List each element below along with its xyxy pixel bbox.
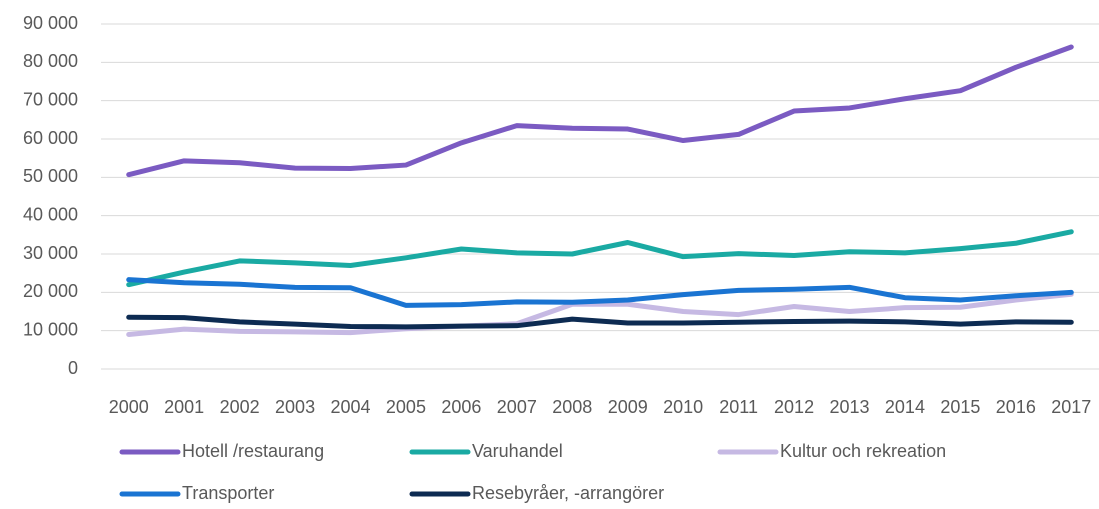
y-tick-label: 60 000 — [23, 128, 78, 148]
legend-label: Kultur och rekreation — [780, 441, 946, 461]
x-tick-label: 2005 — [386, 397, 426, 417]
series-line — [126, 44, 1074, 178]
x-tick-label: 2008 — [552, 397, 592, 417]
x-tick-label: 2011 — [719, 397, 758, 417]
y-tick-label: 80 000 — [23, 51, 78, 71]
x-tick-label: 2003 — [275, 397, 315, 417]
legend-label: Resebyråer, -arrangörer — [472, 483, 664, 503]
y-tick-label: 70 000 — [23, 89, 78, 109]
x-tick-label: 2014 — [885, 397, 925, 417]
x-tick-label: 2015 — [940, 397, 980, 417]
y-tick-label: 40 000 — [23, 204, 78, 224]
x-tick-label: 2009 — [608, 397, 648, 417]
legend-label: Transporter — [182, 483, 274, 503]
x-tick-label: 2010 — [663, 397, 703, 417]
y-tick-label: 90 000 — [23, 13, 78, 33]
legend-label: Hotell /restaurang — [182, 441, 324, 461]
x-tick-label: 2001 — [164, 397, 204, 417]
series-line — [126, 314, 1074, 330]
x-tick-label: 2016 — [996, 397, 1036, 417]
y-tick-label: 50 000 — [23, 166, 78, 186]
x-tick-label: 2012 — [774, 397, 814, 417]
series-line — [126, 291, 1074, 337]
x-tick-label: 2000 — [109, 397, 149, 417]
x-tick-label: 2013 — [829, 397, 869, 417]
x-tick-label: 2002 — [220, 397, 260, 417]
x-tick-label: 2007 — [497, 397, 537, 417]
legend-label: Varuhandel — [472, 441, 563, 461]
y-tick-label: 30 000 — [23, 243, 78, 263]
y-tick-label: 0 — [68, 358, 78, 378]
x-tick-label: 2017 — [1051, 397, 1091, 417]
y-tick-label: 10 000 — [23, 319, 78, 339]
x-tick-label: 2004 — [330, 397, 370, 417]
series-line — [126, 277, 1074, 308]
x-tick-label: 2006 — [441, 397, 481, 417]
series-line — [126, 229, 1074, 288]
y-tick-label: 20 000 — [23, 281, 78, 301]
